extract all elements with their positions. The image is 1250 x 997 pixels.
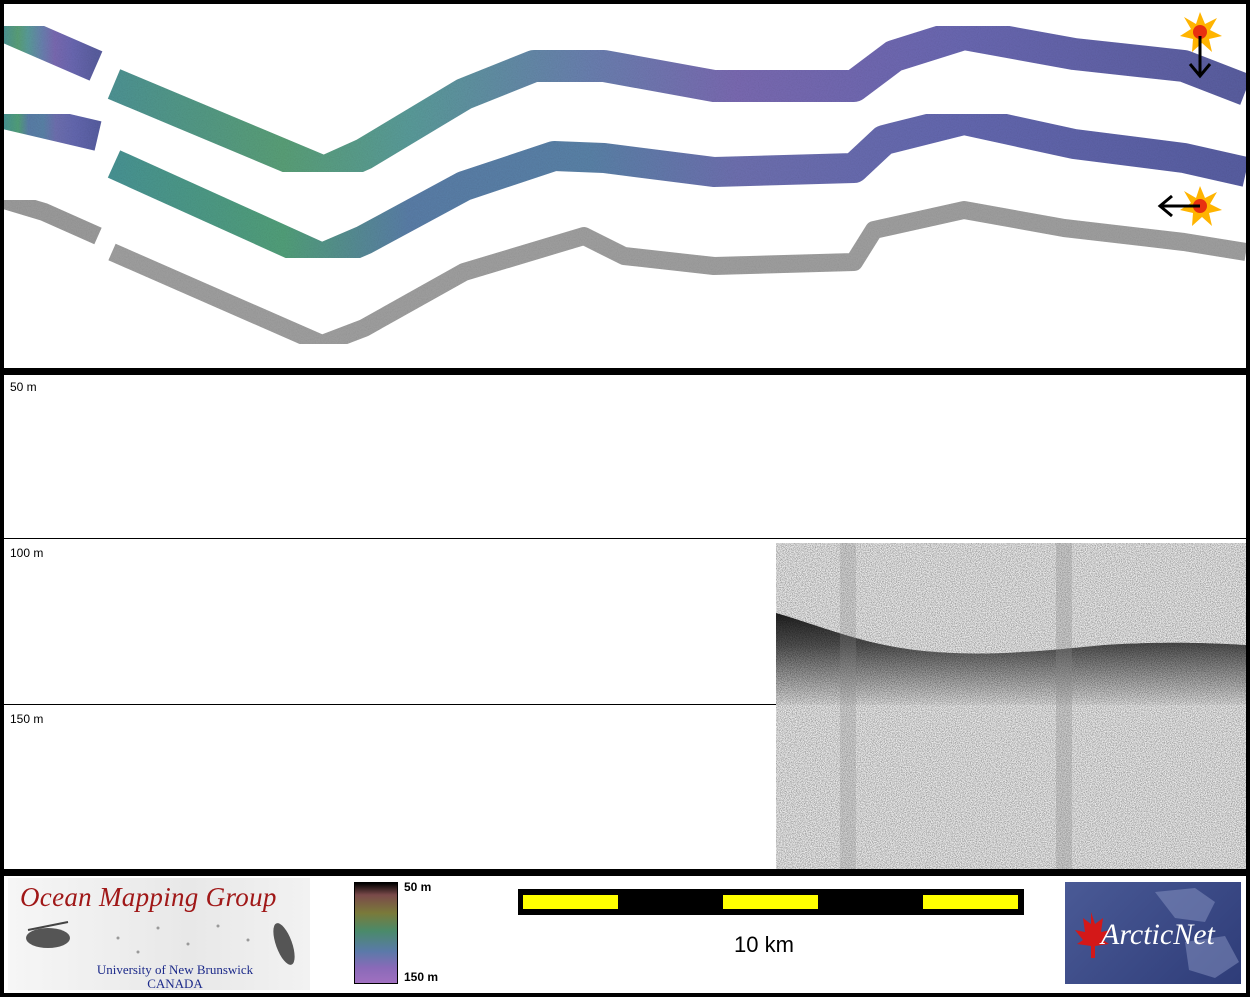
swath-map-svg [4,11,1246,353]
omg-university: University of New Brunswick [96,962,254,977]
depth-label-100: 100 m [10,546,44,560]
depth-label-50: 50 m [10,380,37,394]
depth-gridline-150 [4,704,1246,705]
footer-panel: Ocean Mapping Group University of New Br… [4,876,1246,993]
depth-label-150: 150 m [10,712,44,726]
omg-title: Ocean Mapping Group [20,882,277,912]
arrow-down-icon [1188,36,1212,79]
arrow-left-icon [1157,194,1200,218]
scale-segment [723,895,818,909]
ocean-mapping-group-logo: Ocean Mapping Group University of New Br… [8,878,310,991]
arcticnet-text: ArcticNet [1101,918,1215,951]
depth-colorbar [354,882,398,984]
echogram-svg [776,543,1246,869]
depth-gridline-100 [4,538,1246,539]
colorbar-bottom-label: 150 m [404,970,439,984]
scale-segment [923,895,1018,909]
subbottom-profile-panel: 50 m 100 m 150 m [4,375,1246,869]
scale-segment [523,895,618,909]
bathymetry-track-1 [4,11,1246,188]
scale-bar [518,889,1024,915]
maple-leaf-icon [1075,888,1239,978]
fish-icon [26,921,295,965]
echogram [776,543,1246,869]
sun-icon [1180,12,1222,52]
scale-label: 10 km [734,932,794,957]
swath-map-panel [4,4,1246,368]
omg-subtitle: University of New Brunswick CANADA [80,963,270,991]
backscatter-track [4,191,1246,353]
colorbar-top-label: 50 m [404,880,432,894]
bathymetry-track-2 [4,99,1246,273]
arcticnet-logo: ArcticNet [1065,882,1241,984]
omg-country: CANADA [147,976,203,991]
